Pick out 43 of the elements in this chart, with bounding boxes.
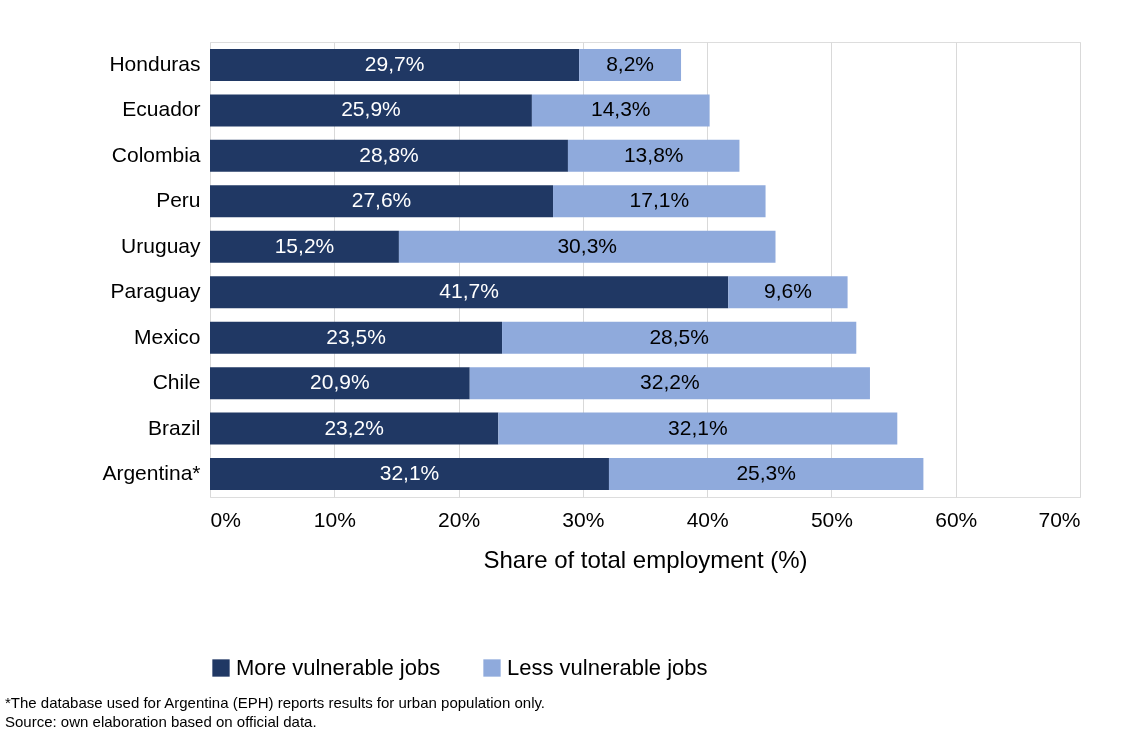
- x-tick-label: 70%: [1038, 507, 1081, 531]
- data-label: 28,5%: [649, 324, 709, 348]
- x-tick-label: 40%: [686, 507, 729, 531]
- x-tick-label: 0%: [210, 507, 241, 531]
- x-axis-title: Share of total employment (%): [483, 545, 808, 573]
- y-tick-label: Honduras: [109, 51, 201, 75]
- y-tick-label: Paraguay: [110, 279, 201, 303]
- data-label: 15,2%: [274, 233, 335, 257]
- x-tick-label: 10%: [313, 507, 356, 531]
- y-tick-label: Mexico: [133, 324, 201, 348]
- data-label: 14,3%: [590, 97, 651, 121]
- data-label: 17,1%: [629, 188, 690, 212]
- y-tick-label: Peru: [156, 188, 201, 212]
- data-label: 25,9%: [341, 97, 401, 121]
- data-label: 9,6%: [763, 279, 812, 303]
- y-tick-label: Argentina*: [102, 461, 201, 485]
- data-label: 23,5%: [326, 324, 386, 348]
- data-label: 32,2%: [640, 370, 700, 394]
- y-tick-label: Chile: [152, 370, 201, 394]
- y-tick-label: Colombia: [111, 142, 201, 166]
- data-label: 20,9%: [310, 370, 370, 394]
- x-tick-label: 50%: [810, 507, 853, 531]
- y-tick-label: Brazil: [147, 415, 201, 439]
- legend-label: More vulnerable jobs: [236, 655, 441, 680]
- data-label: 41,7%: [439, 279, 499, 303]
- data-label: 25,3%: [736, 461, 796, 485]
- data-label: 32,1%: [379, 461, 440, 485]
- data-label: 29,7%: [364, 51, 425, 75]
- x-tick-label: 20%: [438, 507, 481, 531]
- x-tick-label: 30%: [562, 507, 605, 531]
- x-tick-label: 60%: [935, 507, 978, 531]
- y-tick-label: Uruguay: [121, 233, 201, 257]
- data-label: 8,2%: [606, 51, 655, 75]
- text: *The database used for Argentina (EPH) reports results for urban population only.: [5, 694, 546, 711]
- source-note: Source: own elaboration based on official data.: [5, 713, 317, 729]
- data-label: 27,6%: [351, 188, 412, 212]
- data-label: 23,2%: [324, 415, 384, 439]
- data-label: 32,1%: [668, 415, 728, 439]
- data-label: 13,8%: [623, 142, 684, 166]
- y-tick-label: Ecuador: [122, 97, 201, 121]
- data-label: 28,8%: [359, 142, 419, 166]
- data-label: 30,3%: [557, 233, 617, 257]
- legend-label: Less vulnerable jobs: [507, 655, 708, 680]
